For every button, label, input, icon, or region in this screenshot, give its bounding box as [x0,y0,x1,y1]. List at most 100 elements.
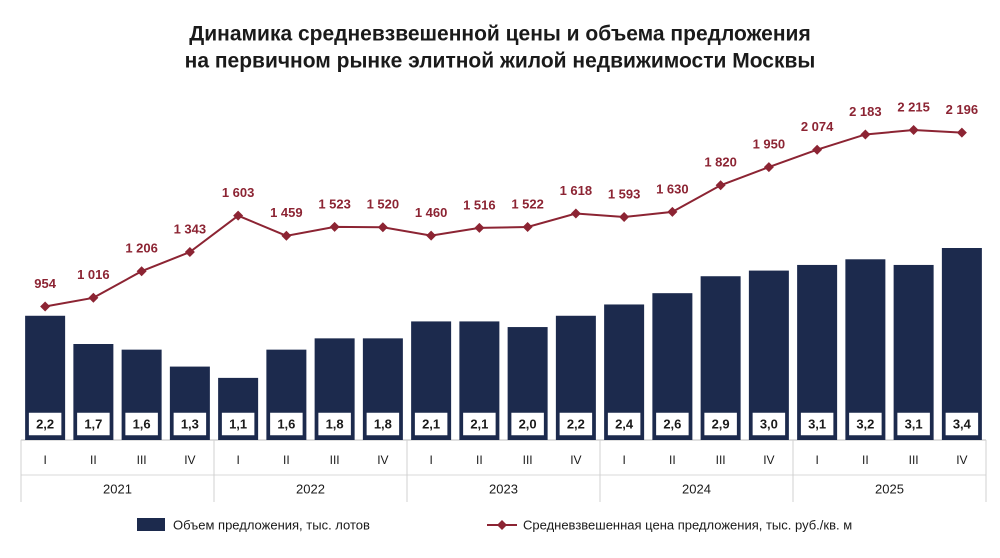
line-value-label: 1 593 [608,186,641,201]
point-marker [570,208,581,219]
line-value-label: 1 523 [318,196,351,211]
line-value-label: 1 618 [560,183,593,198]
bar-value-label: 2,9 [712,416,730,431]
x-group-label: 2023 [489,481,518,496]
value-label-box [461,411,498,437]
point-marker [40,301,51,312]
value-label-box [27,411,63,437]
value-label-box [365,411,401,437]
line-value-label: 954 [34,276,56,291]
bar-value-label: 1,7 [84,416,102,431]
point-marker [474,222,485,233]
value-label-box [944,411,980,437]
x-tick-label: II [476,453,483,467]
value-label-box [799,411,835,437]
bar-value-label: 3,4 [953,416,972,431]
point-marker [667,206,678,217]
bar-value-label: 1,6 [133,416,151,431]
bar-value-label: 2,2 [36,416,54,431]
x-tick-label: I [622,453,625,467]
value-label-box [316,411,353,437]
point-marker [329,221,340,232]
point-marker [619,212,630,223]
x-tick-label: III [909,453,919,467]
legend-label: Средневзвешенная цена предложения, тыс. … [523,517,852,532]
bar-value-label: 2,4 [615,416,634,431]
x-group-label: 2022 [296,481,325,496]
line-value-label: 1 343 [174,221,207,236]
x-group-label: 2021 [103,481,132,496]
value-label-box [172,411,208,437]
line-value-label: 1 459 [270,205,303,220]
x-tick-label: III [523,453,533,467]
line-value-label: 2 183 [849,104,882,119]
bar [797,264,838,440]
bar-value-label: 2,1 [470,416,488,431]
bar [941,248,982,440]
bar-value-label: 2,6 [663,416,681,431]
x-tick-label: II [862,453,869,467]
value-label-box [123,411,160,437]
value-label-box [509,411,546,437]
bar-value-label: 2,0 [519,416,537,431]
value-label-box [220,411,256,437]
price-line [44,128,962,308]
point-marker [281,230,292,241]
line-value-label: 1 460 [415,205,448,220]
bar-value-label: 1,8 [326,416,344,431]
line-value-label: 1 520 [367,197,400,212]
x-tick-label: III [716,453,726,467]
point-marker [860,129,871,140]
line-value-label: 1 016 [77,267,110,282]
x-tick-label: III [137,453,147,467]
legend-swatch [137,518,165,531]
point-marker [522,221,533,232]
bar-value-label: 3,1 [808,416,826,431]
line-value-label: 2 074 [801,119,834,134]
value-label-box [702,411,739,437]
x-tick-label: III [330,453,340,467]
x-group-label: 2024 [682,481,711,496]
line-value-label: 1 206 [125,241,158,256]
x-tick-label: IV [763,453,774,467]
line-value-label: 1 516 [463,197,496,212]
point-marker [136,266,147,277]
line-value-label: 1 630 [656,181,689,196]
point-marker [426,230,437,241]
bar-value-label: 2,2 [567,416,585,431]
x-tick-label: I [429,453,432,467]
bar-value-label: 3,1 [905,416,923,431]
x-tick-label: II [669,453,676,467]
line-value-label: 2 215 [897,99,930,114]
x-tick-label: IV [956,453,967,467]
value-label-box [558,411,594,437]
point-marker [715,180,726,191]
point-marker [908,125,919,135]
x-tick-label: IV [377,453,388,467]
x-tick-label: I [236,453,239,467]
x-tick-label: I [815,453,818,467]
x-tick-label: IV [570,453,581,467]
point-marker [184,247,195,258]
bar-value-label: 1,8 [374,416,392,431]
x-group-label: 2025 [875,481,904,496]
value-label-box [654,411,691,437]
point-marker [956,127,967,138]
legend-swatch [497,520,507,530]
line-value-label: 1 522 [511,196,544,211]
line-value-label: 2 196 [946,102,979,117]
legend-label: Объем предложения, тыс. лотов [173,517,370,532]
x-tick-label: IV [184,453,195,467]
value-label-box [847,411,884,437]
bar-value-label: 1,3 [181,416,199,431]
value-label-box [751,411,787,437]
value-label-box [606,411,642,437]
bar-value-label: 3,0 [760,416,778,431]
x-tick-label: II [90,453,97,467]
point-marker [88,292,99,303]
bar [893,264,934,440]
point-marker [233,210,244,221]
value-label-box [413,411,449,437]
